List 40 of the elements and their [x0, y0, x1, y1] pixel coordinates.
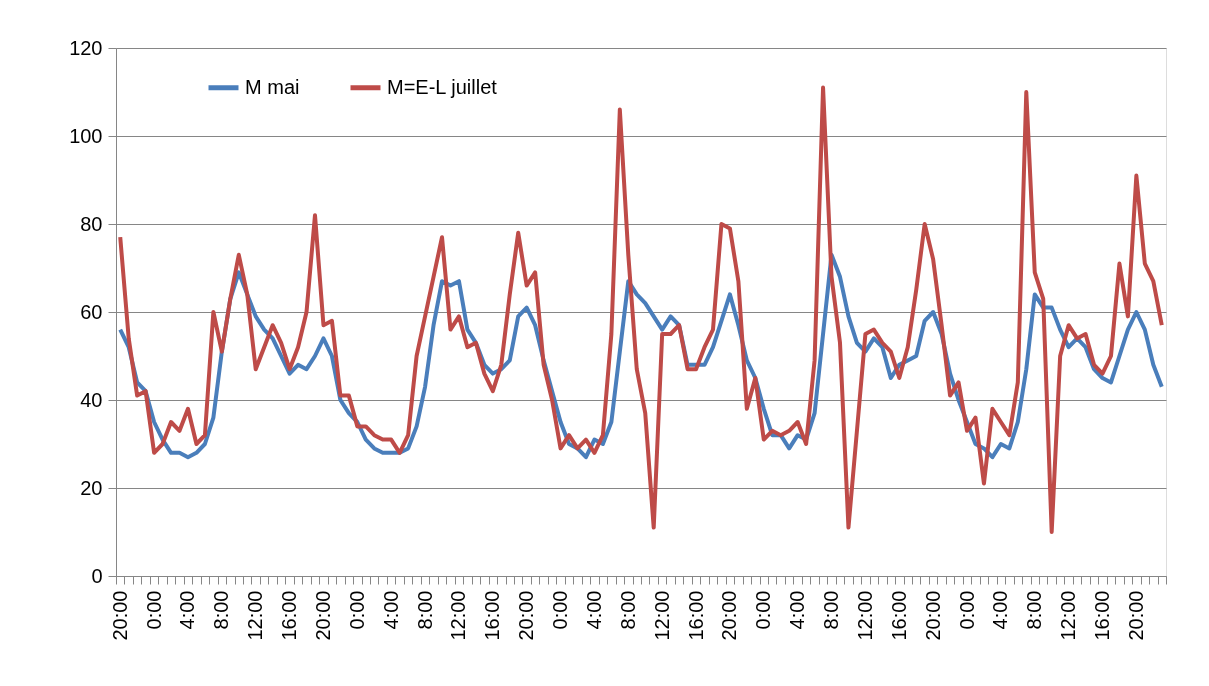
x-tick-label: 4:00 — [176, 590, 199, 630]
x-tick-label: 4:00 — [989, 590, 1012, 630]
x-tick-label: 12:00 — [1057, 590, 1080, 641]
x-tick-label: 16:00 — [278, 590, 301, 641]
x-tick-label: 4:00 — [786, 590, 809, 630]
y-tick-label: 100 — [69, 124, 103, 147]
x-tick-label: 4:00 — [582, 590, 605, 630]
x-tick-label: 8:00 — [210, 590, 233, 630]
x-tick-label: 0:00 — [549, 590, 572, 630]
x-tick-label: 8:00 — [1023, 590, 1046, 630]
x-tick-label: 20:00 — [921, 590, 944, 641]
x-tick-label: 20:00 — [108, 590, 131, 641]
x-tick-label: 0:00 — [345, 590, 368, 630]
y-tick-label: 0 — [91, 564, 103, 587]
x-tick-label: 20:00 — [515, 590, 538, 641]
x-tick-label: 4:00 — [379, 590, 402, 630]
x-tick-label: 8:00 — [820, 590, 843, 630]
x-tick-label: 12:00 — [650, 590, 673, 641]
x-tick-label: 12:00 — [853, 590, 876, 641]
x-tick-label: 12:00 — [244, 590, 267, 641]
x-tick-label: 12:00 — [447, 590, 470, 641]
y-tick-label: 40 — [80, 388, 103, 411]
x-tick-label: 16:00 — [684, 590, 707, 641]
x-tick-label: 16:00 — [1090, 590, 1113, 641]
legend-label: M=E-L juillet — [387, 75, 498, 98]
x-tick-label: 8:00 — [413, 590, 436, 630]
y-tick-label: 60 — [80, 300, 103, 323]
x-tick-label: 16:00 — [887, 590, 910, 641]
y-tick-label: 20 — [80, 476, 103, 499]
x-tick-label: 16:00 — [481, 590, 504, 641]
y-tick-label: 80 — [80, 212, 103, 235]
y-tick-label: 120 — [69, 36, 103, 59]
x-tick-label: 0:00 — [752, 590, 775, 630]
x-tick-label: 20:00 — [718, 590, 741, 641]
legend-label: M mai — [245, 75, 300, 98]
x-tick-label: 0:00 — [955, 590, 978, 630]
x-tick-label: 20:00 — [1124, 590, 1147, 641]
x-tick-label: 8:00 — [616, 590, 639, 630]
x-tick-label: 0:00 — [142, 590, 165, 630]
x-tick-label: 20:00 — [311, 590, 334, 641]
